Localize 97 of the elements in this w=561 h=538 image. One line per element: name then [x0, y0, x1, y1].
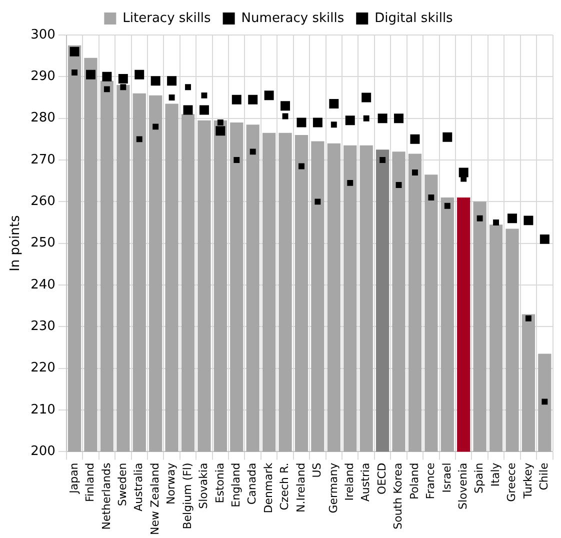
point: [347, 180, 354, 186]
y-tick-label: 240: [30, 277, 56, 292]
point: [396, 182, 402, 188]
point: [280, 101, 290, 111]
y-tick-label: 220: [30, 360, 56, 376]
point: [476, 215, 483, 222]
point: [199, 105, 209, 115]
point: [363, 115, 370, 122]
point: [540, 234, 550, 244]
x-tick-label: OECD: [375, 462, 388, 494]
point: [167, 76, 177, 86]
x-tick-label: Chile: [538, 462, 551, 490]
point: [248, 94, 258, 104]
y-tick-label: 300: [30, 27, 56, 42]
point: [298, 163, 304, 170]
y-tick-label: 200: [30, 444, 56, 460]
x-tick-label: Canada: [246, 462, 259, 505]
x-tick-label: Japan: [67, 462, 80, 494]
x-tick-label: Italy: [488, 462, 502, 487]
y-tick-label: 230: [30, 319, 56, 334]
point: [345, 116, 355, 126]
legend-label: Digital skills: [374, 10, 454, 26]
point: [118, 74, 128, 84]
x-tick-label: Norway: [164, 462, 178, 504]
legend-label: Literacy skills: [122, 10, 212, 26]
point: [185, 84, 191, 90]
legend-label: Numeracy skills: [241, 10, 344, 26]
x-tick-label: Turkey: [521, 462, 534, 500]
point: [428, 194, 434, 200]
point: [493, 220, 500, 226]
x-tick-label: Sweden: [116, 462, 130, 506]
point: [120, 84, 126, 90]
x-tick-label: Greece: [505, 462, 518, 502]
x-tick-label: England: [230, 462, 242, 508]
x-tick-label: Slovenia: [456, 462, 470, 510]
x-tick-label: Belgium (Fl): [180, 462, 194, 530]
x-tick-label: Israel: [440, 462, 454, 493]
y-tick-label: 210: [30, 402, 56, 418]
point: [330, 122, 337, 128]
y-tick-label: 260: [30, 194, 56, 210]
point: [296, 118, 306, 128]
point: [217, 120, 224, 126]
point: [234, 157, 240, 163]
x-tick-label: Czech R.: [278, 462, 292, 510]
point: [72, 70, 78, 76]
point: [394, 114, 404, 124]
x-tick-label: South Korea: [392, 462, 405, 530]
point: [525, 315, 532, 322]
x-tick-label: Finland: [84, 462, 97, 502]
point: [458, 168, 468, 178]
x-tick-label: Australia: [132, 462, 146, 512]
x-tick-label: France: [424, 462, 438, 500]
point: [136, 136, 142, 142]
point: [329, 99, 339, 108]
point: [508, 214, 517, 224]
x-tick-label: US: [310, 462, 324, 478]
x-tick-label: Austria: [359, 462, 372, 502]
point: [150, 76, 160, 86]
point: [70, 46, 80, 56]
y-tick-label: 270: [30, 152, 56, 168]
x-tick-label: New Zealand: [148, 462, 162, 536]
point: [201, 92, 208, 98]
point: [216, 126, 226, 136]
point: [378, 114, 388, 124]
x-tick-label: N.Ireland: [294, 462, 308, 512]
point: [412, 170, 418, 176]
point: [444, 202, 450, 209]
point: [380, 157, 386, 163]
point: [86, 70, 96, 80]
point: [524, 216, 534, 226]
x-tick-label: Estonia: [213, 462, 226, 504]
point: [542, 398, 548, 405]
x-tick-label: Netherlands: [100, 462, 113, 530]
y-tick-label: 250: [30, 236, 56, 251]
x-tick-label: Germany: [326, 462, 340, 514]
point: [102, 72, 112, 82]
point: [442, 132, 452, 142]
x-tick-label: Poland: [408, 462, 421, 500]
point: [168, 94, 175, 100]
point: [232, 94, 242, 104]
y-tick-label: 290: [30, 69, 56, 84]
point: [134, 70, 144, 80]
y-axis-title: In points: [8, 215, 24, 272]
x-tick-label: Ireland: [342, 462, 356, 501]
point: [312, 118, 322, 128]
point: [410, 134, 420, 144]
point: [104, 86, 110, 92]
y-tick-label: 280: [30, 110, 56, 126]
x-tick-label: Slovakia: [197, 462, 210, 509]
x-tick-label: Spain: [472, 462, 486, 494]
point: [152, 124, 159, 130]
point: [250, 148, 256, 155]
x-tick-label: Denmark: [262, 462, 275, 514]
point: [314, 198, 321, 205]
point: [264, 90, 274, 100]
point: [183, 105, 193, 115]
point: [362, 92, 372, 102]
